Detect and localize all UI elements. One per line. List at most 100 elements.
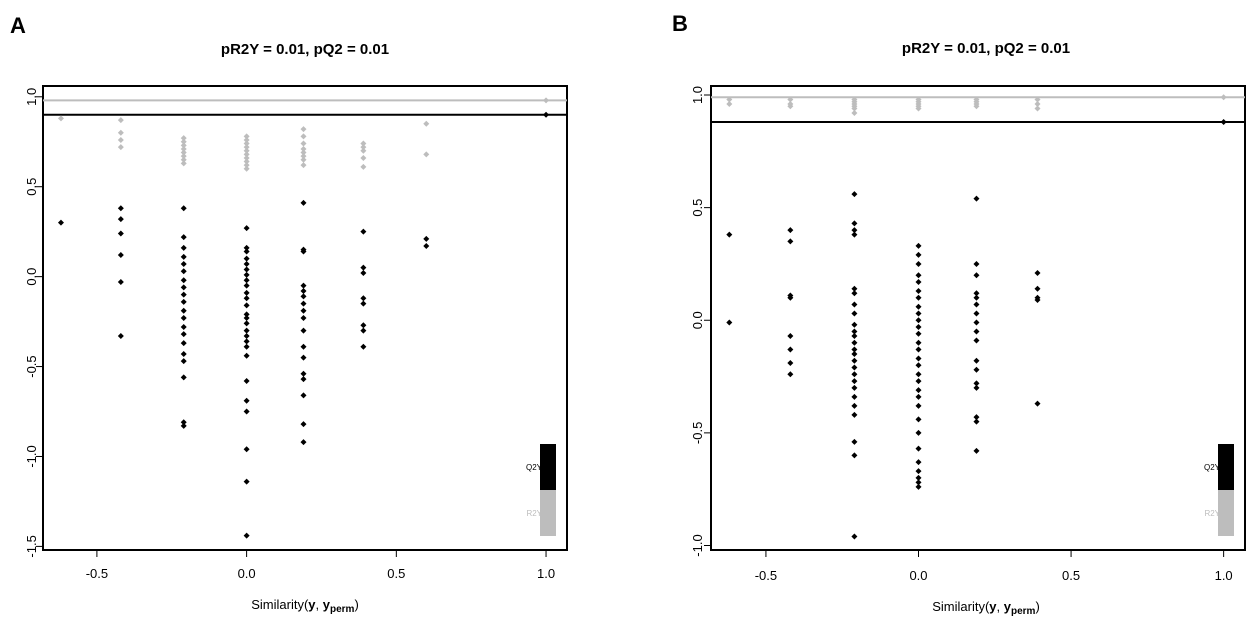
q2y-point [243,255,250,262]
r2y-point [423,151,430,158]
q2y-point [180,284,187,291]
q2y-point [300,376,307,383]
r2y-point [851,110,858,117]
r2y-point [180,135,187,142]
r2y-point [300,156,307,163]
q2y-point [915,393,922,400]
panel-a-plot-area: -0.5 0.0 0.5 1.0 1.0 0.5 0.0 -0.5 -1.0 -1.5 Q2Y R2Y [24,85,568,581]
q2y-point [915,371,922,378]
q2y-point [915,294,922,301]
q2y-point [423,235,430,242]
q2y-point [851,328,858,335]
q2y-point [915,468,922,475]
q2y-point [915,317,922,324]
r2y-point [360,140,367,147]
q2y-point [851,339,858,346]
x-tick-label: 0.0 [238,566,256,581]
r2y-point [243,140,250,147]
q2y-point [180,350,187,357]
q2y-point [543,111,550,118]
q2y-point [787,294,794,301]
r2y-point [117,129,124,136]
r2y-point [300,133,307,140]
q2y-point [180,291,187,298]
q2y-point [851,220,858,227]
q2y-point [300,282,307,289]
q2y-point [180,419,187,426]
q2y-point [1034,400,1041,407]
q2y-point [360,228,367,235]
r2y-point [423,120,430,127]
q2y-point [851,364,858,371]
q2y-point [1034,296,1041,303]
r2y-point [787,96,794,103]
y-tick-label: 0.5 [24,178,39,196]
q2y-point [915,303,922,310]
q2y-point [973,290,980,297]
q2y-point [973,380,980,387]
q2y-point [787,360,794,367]
r2y-point [180,156,187,163]
q2y-point [180,261,187,268]
q2y-point [973,310,980,317]
x-tick-label: 0.5 [387,566,405,581]
q2y-point [787,346,794,353]
q2y-point [915,429,922,436]
q2y-point [973,195,980,202]
q2y-point [973,319,980,326]
r2y-point [543,97,550,104]
legend-r2y-swatch [540,490,556,536]
q2y-point [243,338,250,345]
panel-a: A pR2Y = 0.01, pQ2 = 0.01 -0.5 0.0 0.5 1.0 1… [10,13,568,615]
q2y-point [117,332,124,339]
q2y-point [180,298,187,305]
q2y-point [180,331,187,338]
r2y-point [243,162,250,169]
q2y-point [915,287,922,294]
q2y-point [300,354,307,361]
y-tick-label: -1.5 [24,535,39,557]
plot-frame [42,85,568,551]
q2y-point [300,300,307,307]
panel-b-plot-area: -0.5 0.0 0.5 1.0 1.0 0.5 0.0 -0.5 -1.0 Q2Y R2Y [690,85,1246,583]
q2y-point [851,191,858,198]
q2y-point [243,352,250,359]
panel-b: B pR2Y = 0.01, pQ2 = 0.01 -0.5 0.0 0.5 1.0 1… [672,11,1246,617]
q2y-point [973,260,980,267]
y-tick-label: 0.5 [690,199,705,217]
q2y-point [973,357,980,364]
q2y-point [973,301,980,308]
r2y-point [243,154,250,161]
legend-r2y-label: R2Y [1204,509,1220,518]
x-title-sep: , [997,599,1004,614]
q2y-point [180,374,187,381]
q2y-point [243,446,250,453]
q2y-point [180,205,187,212]
q2y-point [180,234,187,241]
q2y-point [915,278,922,285]
q2y-point [1034,285,1041,292]
q2y-point [300,439,307,446]
q2y-point [851,378,858,385]
r2y-point [726,101,733,108]
r2y-point [360,147,367,154]
q2y-point [360,343,367,350]
q2y-point [787,371,794,378]
r2y-point [180,160,187,167]
q2y-point [915,339,922,346]
r2y-point [243,133,250,140]
q2y-point [915,251,922,258]
r2y-point [360,163,367,170]
q2y-point [915,362,922,369]
panel-b-letter: B [672,11,688,36]
q2y-point [851,411,858,418]
q2y-point [243,248,250,255]
legend-q2y-label: Q2Y [1204,463,1221,472]
q2y-point [787,227,794,234]
q2y-point [180,307,187,314]
q2y-point [851,310,858,317]
x-tick-label: 0.5 [1062,568,1080,583]
panel-a-letter: A [10,13,26,38]
legend-r2y-label: R2Y [526,509,542,518]
q2y-point [117,230,124,237]
